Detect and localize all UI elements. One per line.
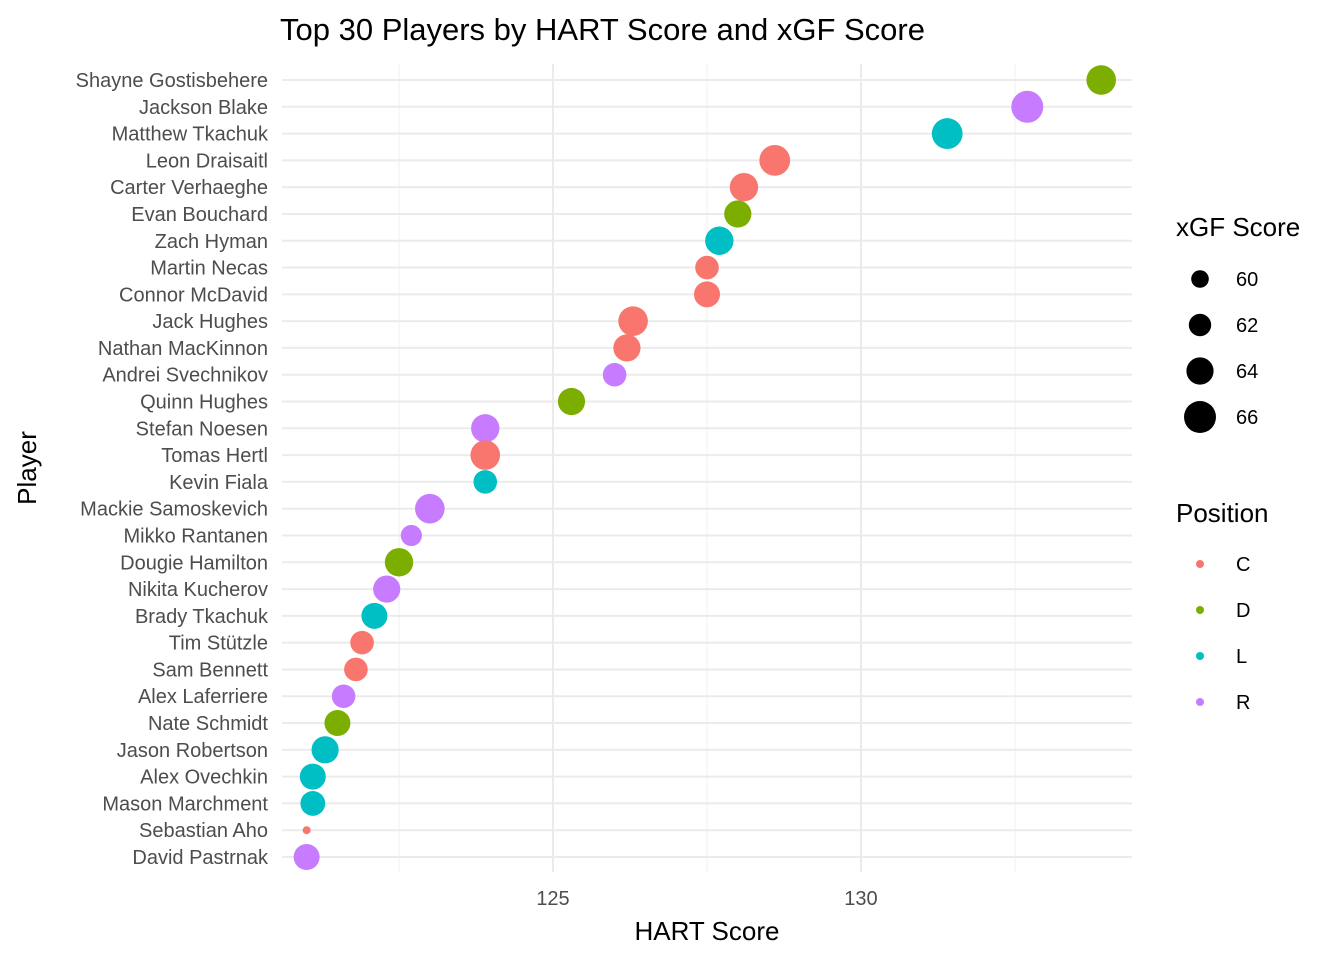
y-tick-label: Mikko Rantanen — [123, 525, 268, 547]
legend-size-label: 66 — [1236, 407, 1258, 429]
legend-size-key — [1188, 313, 1212, 337]
data-point — [613, 334, 641, 362]
y-tick-label: Alex Ovechkin — [140, 767, 268, 789]
data-point — [695, 255, 719, 280]
data-point — [618, 306, 648, 336]
legend-size-label: 60 — [1236, 269, 1258, 291]
data-point — [724, 200, 752, 228]
data-point — [324, 710, 351, 737]
data-point — [931, 118, 963, 149]
y-tick-label: Tomas Hertl — [161, 445, 268, 467]
data-point — [293, 844, 320, 870]
y-tick-label: Kevin Fiala — [169, 472, 269, 494]
data-point — [299, 763, 326, 790]
y-tick-label: Mackie Samoskevich — [80, 499, 268, 521]
y-tick-label: Carter Verhaeghe — [110, 177, 268, 199]
y-tick-label: Andrei Svechnikov — [102, 365, 268, 387]
data-point — [694, 281, 720, 308]
x-axis-title: HART Score — [635, 916, 780, 946]
y-tick-label: Sam Bennett — [152, 659, 268, 681]
data-point — [400, 524, 422, 547]
legend-color-label: D — [1236, 600, 1250, 622]
y-tick-label: Nathan MacKinnon — [98, 338, 268, 360]
legend-size-key — [1191, 270, 1209, 288]
x-tick-label: 130 — [844, 888, 877, 910]
data-point — [361, 602, 388, 629]
y-tick-label: Dougie Hamilton — [120, 552, 268, 574]
legend-size-label: 62 — [1236, 315, 1258, 337]
y-tick-label: Matthew Tkachuk — [112, 124, 269, 146]
data-point — [602, 362, 627, 387]
data-point — [344, 657, 368, 682]
x-axis-tick-labels: 125 130 — [536, 888, 877, 910]
data-point — [471, 414, 500, 443]
legend-size-key — [1186, 357, 1214, 385]
y-tick-label: Sebastian Aho — [139, 820, 268, 842]
y-axis-title: Player — [12, 431, 42, 505]
legend-color-label: R — [1236, 692, 1250, 714]
legend-size-title: xGF Score — [1176, 212, 1300, 242]
y-tick-label: Jason Robertson — [117, 740, 268, 762]
y-tick-label: David Pastrnak — [132, 847, 269, 869]
data-point — [415, 493, 445, 524]
y-tick-label: Brady Tkachuk — [135, 606, 269, 628]
data-point — [300, 791, 326, 816]
chart-title: Top 30 Players by HART Score and xGF Sco… — [280, 12, 925, 47]
legend-color-label: L — [1236, 646, 1247, 668]
legend-color-key — [1196, 606, 1204, 614]
data-point — [350, 630, 374, 655]
data-point — [470, 440, 501, 470]
data-point — [557, 387, 586, 416]
y-tick-label: Alex Laferriere — [138, 686, 268, 708]
y-tick-label: Zach Hyman — [155, 231, 268, 253]
y-tick-label: Connor McDavid — [119, 284, 268, 306]
y-tick-label: Nate Schmidt — [148, 713, 268, 735]
legend-color-key — [1196, 652, 1204, 660]
data-point — [705, 226, 734, 255]
data-point — [384, 548, 414, 577]
legend-xgf-score: xGF Score 60 62 64 66 — [1176, 212, 1300, 433]
x-tick-label: 125 — [536, 888, 569, 910]
grid-layer — [282, 64, 1132, 872]
data-point — [1011, 90, 1044, 123]
y-tick-label: Leon Draisaitl — [146, 150, 268, 172]
y-tick-label: Evan Bouchard — [131, 204, 268, 226]
data-point — [1086, 65, 1117, 95]
legend-color-label: C — [1236, 554, 1250, 576]
legend-size-label: 64 — [1236, 361, 1258, 383]
data-point — [729, 172, 759, 202]
y-tick-label: Jack Hughes — [152, 311, 268, 333]
data-point — [311, 736, 339, 764]
y-tick-label: Jackson Blake — [139, 97, 268, 119]
y-tick-label: Martin Necas — [150, 258, 268, 280]
y-tick-label: Mason Marchment — [102, 793, 268, 815]
legend-color-key — [1196, 560, 1204, 568]
data-point — [331, 684, 356, 709]
y-tick-label: Shayne Gostisbehere — [76, 70, 268, 92]
y-tick-label: Stefan Noesen — [136, 418, 268, 440]
data-point — [473, 470, 498, 494]
legend-size-key — [1184, 401, 1216, 433]
legend-color-title: Position — [1176, 498, 1269, 528]
data-point — [759, 144, 791, 176]
data-point — [302, 826, 311, 835]
legend-color-key — [1196, 698, 1204, 706]
y-tick-label: Quinn Hughes — [140, 392, 268, 414]
data-point — [373, 575, 401, 603]
y-tick-label: Tim Stützle — [169, 633, 268, 655]
data-points — [293, 65, 1117, 870]
y-axis-tick-labels: Shayne Gostisbehere Jackson Blake Matthew … — [76, 70, 269, 869]
legend-position: Position C D L R — [1176, 498, 1269, 714]
y-tick-label: Nikita Kucherov — [128, 579, 268, 601]
